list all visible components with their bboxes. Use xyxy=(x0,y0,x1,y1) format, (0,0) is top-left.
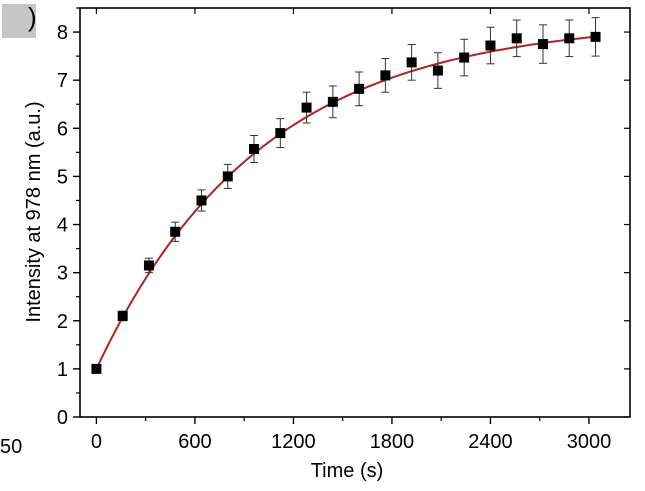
panel-label-box xyxy=(2,4,36,38)
y-tick-label: 7 xyxy=(57,70,68,92)
data-point xyxy=(485,40,496,51)
data-point xyxy=(354,83,365,94)
x-tick-label: 1200 xyxy=(271,431,316,453)
x-axis-title: Time (s) xyxy=(311,460,384,482)
data-point xyxy=(406,57,417,68)
data-point xyxy=(327,96,338,107)
y-tick-label: 1 xyxy=(57,359,68,381)
y-tick-label: 5 xyxy=(57,166,68,188)
y-tick-label: 3 xyxy=(57,263,68,285)
y-axis-title: Intensity at 978 nm (a.u.) xyxy=(23,101,45,322)
data-point xyxy=(537,39,548,50)
cropped-tick-label: 50 xyxy=(0,436,23,458)
fit-line xyxy=(95,35,596,370)
data-point xyxy=(117,310,128,321)
data-point xyxy=(590,31,601,42)
y-tick-label: 0 xyxy=(57,407,68,429)
data-points-layer xyxy=(91,17,601,374)
data-point xyxy=(91,363,102,374)
data-point xyxy=(222,171,233,182)
x-tick-label: 3000 xyxy=(567,431,612,453)
data-point xyxy=(459,52,470,63)
data-point xyxy=(196,195,207,206)
y-tick-label: 8 xyxy=(57,22,68,44)
axes: 0 600 1200 1800 2400 3000 0 1 2 3 4 5 6 7 8 xyxy=(57,7,631,453)
y-tick-label: 2 xyxy=(57,311,68,333)
x-tick-label: 600 xyxy=(178,431,211,453)
x-tick-label: 2400 xyxy=(468,431,513,453)
data-point xyxy=(275,128,286,139)
data-point xyxy=(432,65,443,76)
data-point xyxy=(301,102,312,113)
data-point xyxy=(511,33,522,44)
data-point xyxy=(143,260,154,271)
fit-curve-layer xyxy=(95,35,596,370)
y-tick-label: 4 xyxy=(57,215,68,237)
y-tick-label: 6 xyxy=(57,118,68,140)
plot-frame xyxy=(79,7,631,418)
data-point xyxy=(564,33,575,44)
panel-label-paren: ) xyxy=(28,2,37,32)
data-point xyxy=(380,70,391,81)
data-point xyxy=(170,226,181,237)
x-tick-label: 0 xyxy=(91,431,102,453)
x-tick-label: 1800 xyxy=(370,431,415,453)
data-point xyxy=(249,143,260,154)
